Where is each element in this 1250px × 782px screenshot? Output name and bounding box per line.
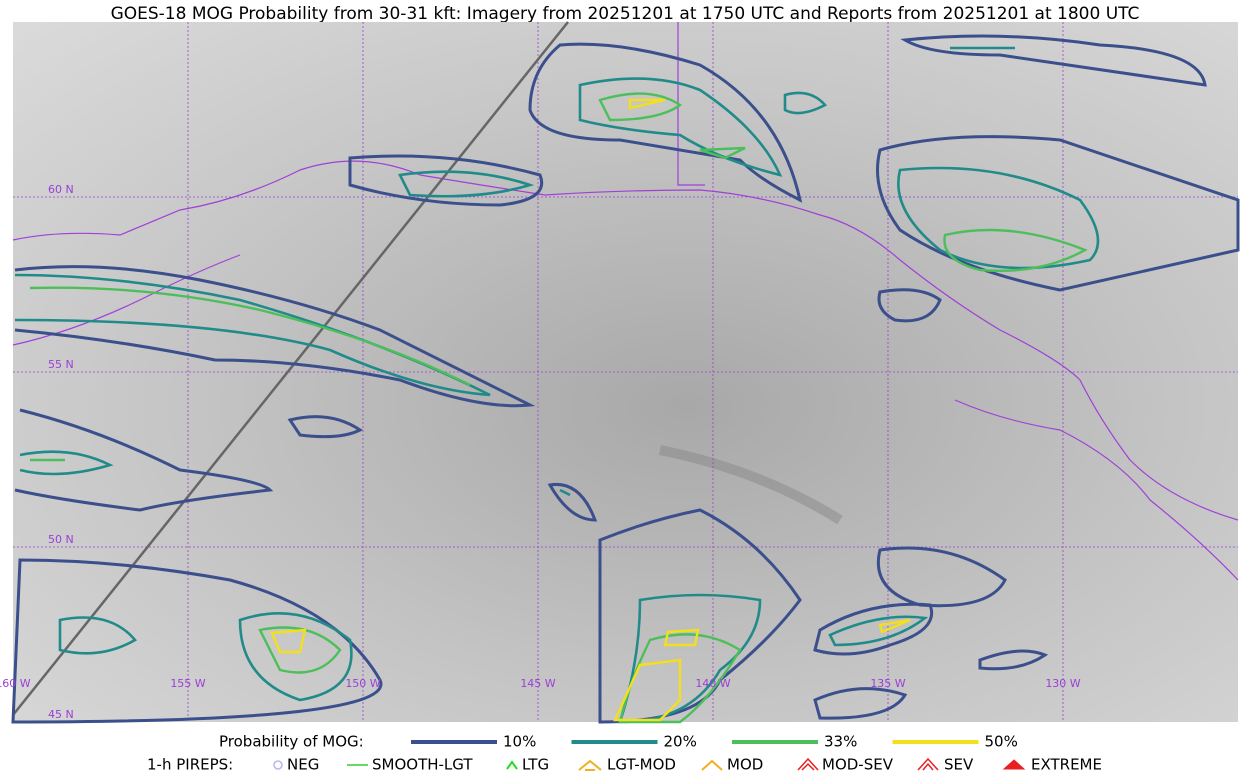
coastline xyxy=(12,22,1239,581)
lon-label: 150 W xyxy=(345,677,380,690)
lon-label: 145 W xyxy=(520,677,555,690)
legend-label: MOD xyxy=(727,756,763,774)
swath-edge xyxy=(12,21,569,716)
legend-label: LTG xyxy=(522,756,549,774)
legend-label: 10% xyxy=(503,733,536,751)
legend-label: LGT-MOD xyxy=(607,756,676,774)
pirep-icon xyxy=(917,757,939,771)
pirep-icon xyxy=(273,760,283,770)
legend-label: NEG xyxy=(287,756,319,774)
lon-labels: 160 W 155 W 150 W 145 W 140 W 135 W 130 W xyxy=(0,677,1081,690)
lon-label: 155 W xyxy=(170,677,205,690)
legend-label: SEV xyxy=(944,756,974,774)
lon-label: 135 W xyxy=(870,677,905,690)
legend-title: 1-h PIREPS: xyxy=(147,756,233,774)
lat-labels: 60 N 55 N 50 N 45 N xyxy=(48,183,74,721)
legend-label: 50% xyxy=(985,733,1018,751)
pirep-icon xyxy=(578,759,602,771)
map: 60 N 55 N 50 N 45 N 160 W 155 W 150 W 145 W 140… xyxy=(0,21,1240,724)
dry-band xyxy=(659,445,843,525)
lat-label: 60 N xyxy=(48,183,74,196)
legend-title: Probability of MOG: xyxy=(219,733,364,751)
pirep-icon xyxy=(1002,759,1026,770)
lon-label: 140 W xyxy=(695,677,730,690)
title: GOES-18 MOG Probability from 30-31 kft: … xyxy=(111,4,1140,24)
lon-label: 160 W xyxy=(0,677,31,690)
lat-label: 50 N xyxy=(48,533,74,546)
legend-label: SMOOTH-LGT xyxy=(372,756,473,774)
lat-label: 55 N xyxy=(48,358,74,371)
legend-label: 33% xyxy=(824,733,857,751)
pirep-icon xyxy=(701,759,723,771)
lon-label: 130 W xyxy=(1045,677,1080,690)
lat-label: 45 N xyxy=(48,708,74,721)
pirep-icon xyxy=(797,757,819,771)
legend-label: MOD-SEV xyxy=(822,756,894,774)
legend: Probability of MOG: 10% 20% 33% 50% 1-h PIREP… xyxy=(147,733,1102,774)
legend-label: EXTREME xyxy=(1031,756,1102,774)
contours xyxy=(11,34,1240,724)
legend-label: 20% xyxy=(664,733,697,751)
pirep-icon xyxy=(506,760,518,770)
